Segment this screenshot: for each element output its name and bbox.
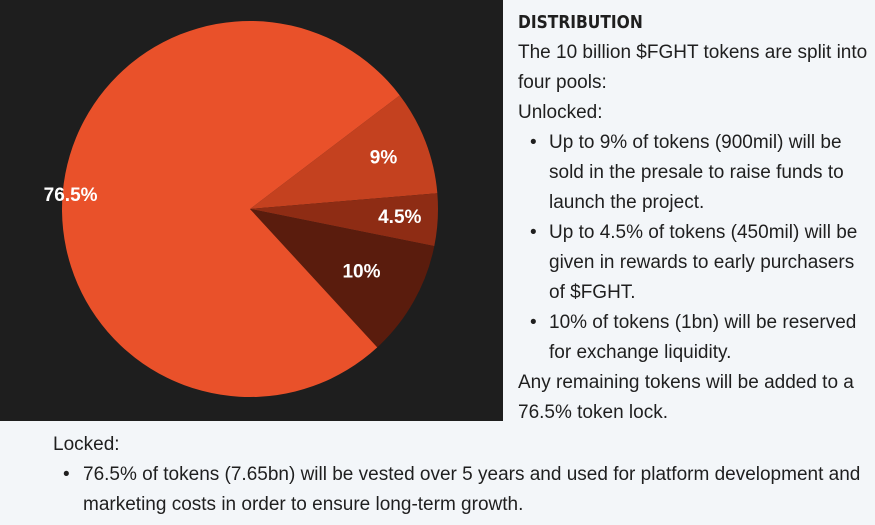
list-item: Up to 9% of tokens (900mil) will be sold… — [518, 128, 868, 218]
list-item: Up to 4.5% of tokens (450mil) will be gi… — [518, 218, 868, 308]
pie-slice — [250, 193, 438, 247]
slice-label: 4.5% — [378, 207, 421, 228]
remaining-note: Any remaining tokens will be added to a … — [518, 372, 854, 423]
locked-label: Locked: — [53, 434, 120, 455]
pie-slice — [250, 209, 435, 348]
locked-list: 76.5% of tokens (7.65bn) will be vested … — [53, 460, 863, 520]
locked-section: Locked: 76.5% of tokens (7.65bn) will be… — [53, 430, 863, 520]
list-item: 76.5% of tokens (7.65bn) will be vested … — [53, 460, 863, 520]
list-item: 10% of tokens (1bn) will be reserved for… — [518, 308, 868, 368]
unlocked-list: Up to 9% of tokens (900mil) will be sold… — [518, 128, 868, 368]
pie-slice — [62, 21, 400, 397]
slice-label: 76.5% — [44, 185, 98, 206]
pie-slice — [250, 95, 438, 209]
distribution-heading: DISTRIBUTION — [518, 12, 643, 33]
pie-chart: 9% 4.5% 10% 76.5% — [44, 21, 438, 397]
pie-chart-panel: 9% 4.5% 10% 76.5% — [0, 0, 503, 421]
slice-label: 10% — [342, 261, 380, 282]
unlocked-label: Unlocked: — [518, 102, 603, 123]
distribution-text: DISTRIBUTION The 10 billion $FGHT tokens… — [518, 8, 868, 428]
distribution-intro: The 10 billion $FGHT tokens are split in… — [518, 42, 868, 93]
slice-label: 9% — [370, 147, 398, 168]
